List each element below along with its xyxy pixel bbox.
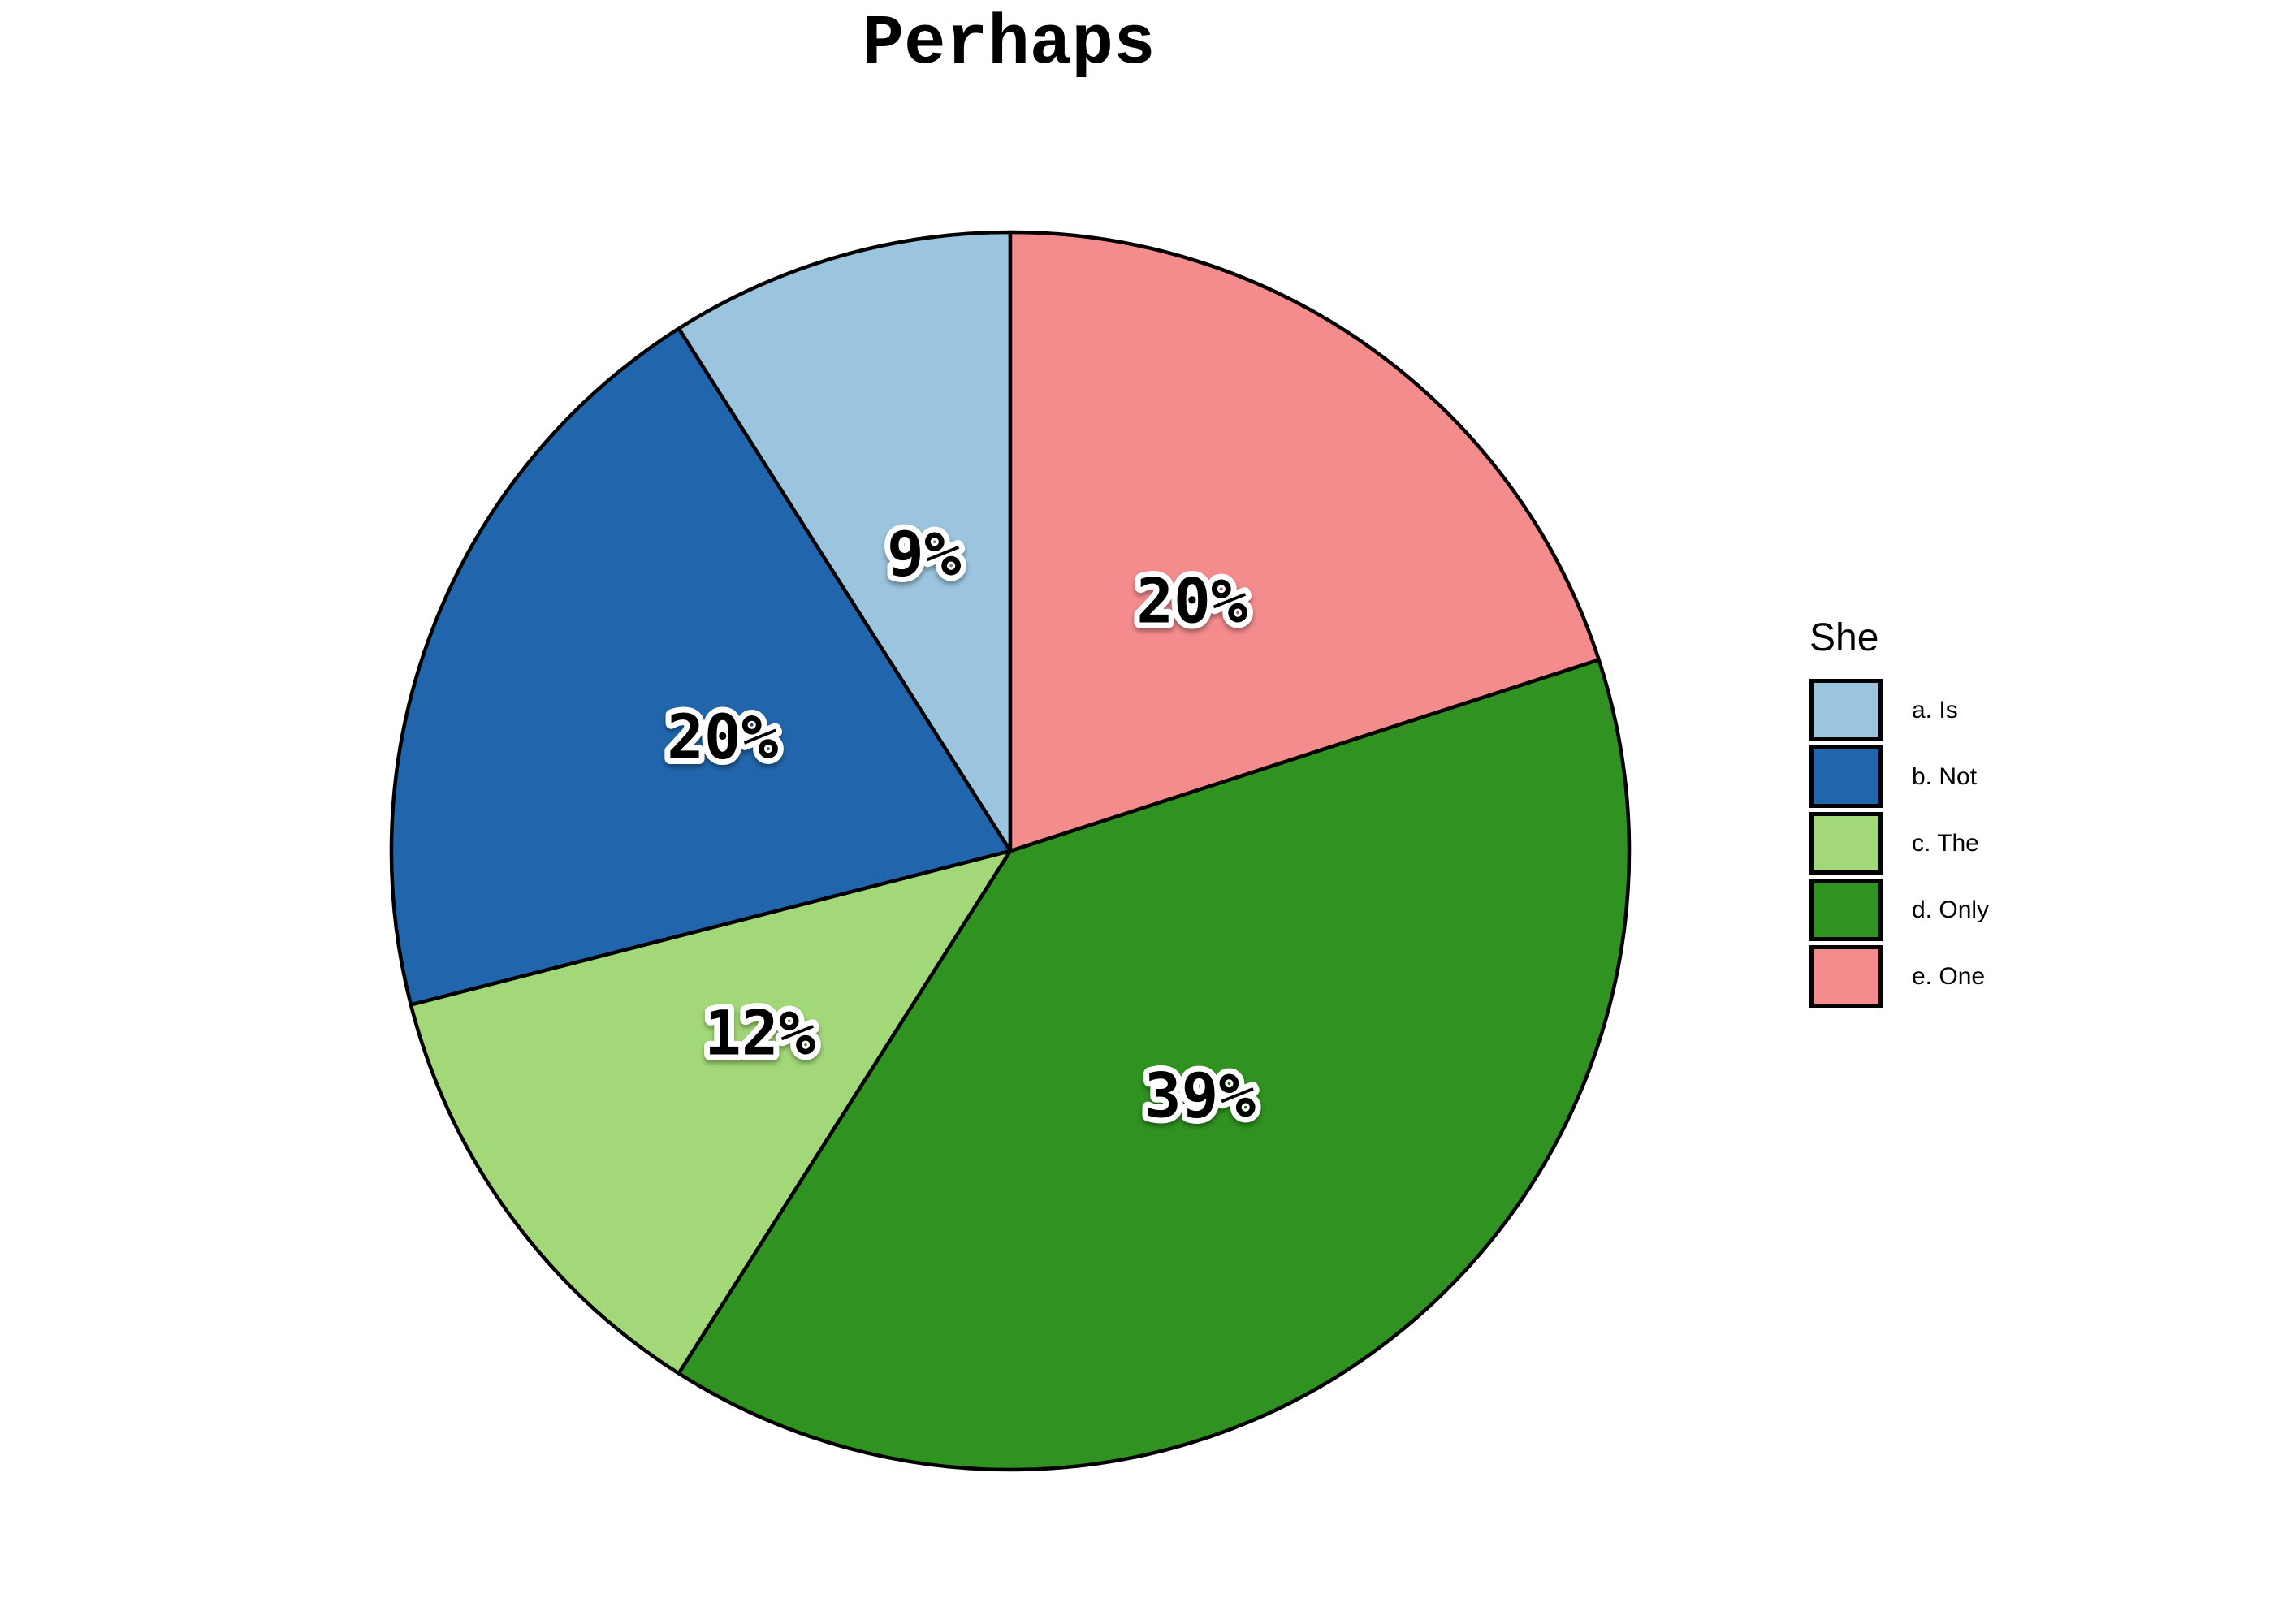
legend-item: a. Is bbox=[1809, 679, 1989, 741]
legend-item: c. The bbox=[1809, 812, 1989, 875]
pie-slice-3 bbox=[409, 849, 1013, 1376]
legend-item-label: c. The bbox=[1912, 829, 1979, 857]
pie-slice-label-2: 20% bbox=[667, 701, 779, 773]
legend-swatch-icon bbox=[1809, 745, 1883, 808]
legend-swatch-icon bbox=[1809, 879, 1883, 941]
legend-item-label: b. Not bbox=[1912, 762, 1978, 790]
legend-swatch-icon bbox=[1809, 945, 1883, 1008]
legend-items: a. Is b. Not c. The d. Only e. One bbox=[1809, 679, 1989, 1008]
legend-item-label: a. Is bbox=[1912, 696, 1958, 723]
pie-slice-label-3: 12% bbox=[704, 996, 816, 1069]
pie-slice-label-1: 9% bbox=[887, 518, 962, 590]
legend-title: She bbox=[1809, 616, 1879, 659]
legend-item-label: e. One bbox=[1912, 962, 1986, 990]
legend: She a. Is b. Not c. The d. Only e. One bbox=[1809, 619, 1989, 1012]
legend-item: d. Only bbox=[1809, 879, 1989, 941]
chart-title: Perhaps bbox=[862, 4, 1156, 84]
legend-item: e. One bbox=[1809, 945, 1989, 1008]
pie-slice-label-5: 20% bbox=[1136, 564, 1248, 637]
pie-slice-5 bbox=[1008, 230, 1601, 853]
pie-slice-4 bbox=[677, 658, 1632, 1472]
pie-slice-1 bbox=[677, 230, 1013, 853]
pie-slice-2 bbox=[389, 326, 1013, 1007]
legend-item-label: d. Only bbox=[1912, 896, 1990, 923]
legend-swatch-icon bbox=[1809, 679, 1883, 741]
legend-swatch-icon bbox=[1809, 812, 1883, 875]
pie-slice-label-4: 39% bbox=[1144, 1060, 1256, 1132]
legend-item: b. Not bbox=[1809, 745, 1989, 808]
